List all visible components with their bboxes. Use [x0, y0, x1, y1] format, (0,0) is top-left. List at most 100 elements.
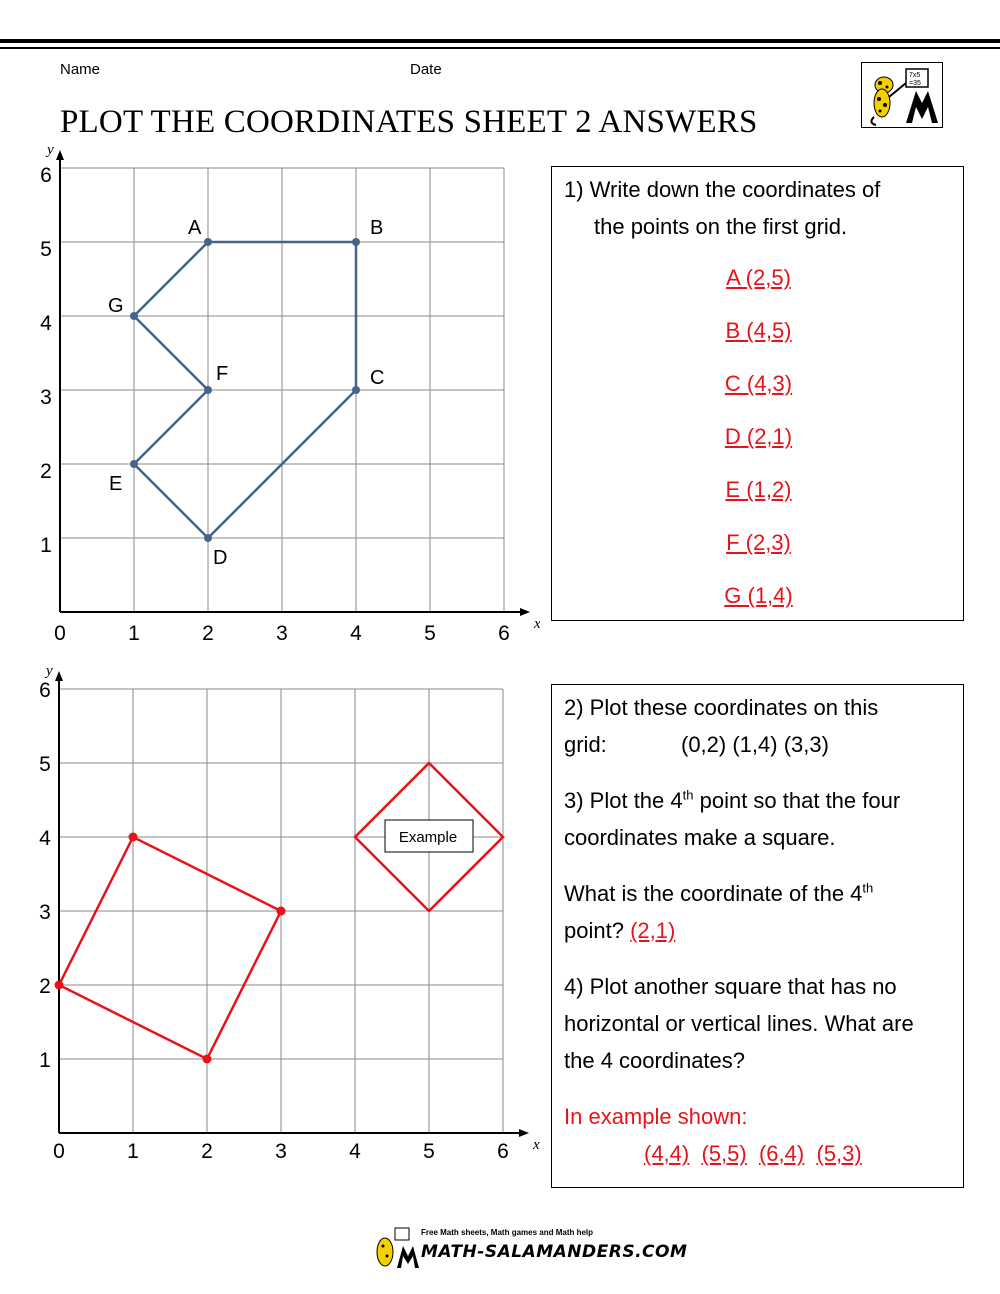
x-tick-label: 1: [127, 1140, 139, 1163]
y-tick-label: 1: [40, 534, 52, 557]
x-tick-label: 4: [349, 1140, 361, 1163]
q3-line2: coordinates make a square.: [564, 825, 836, 850]
question-1-box: 1) Write down the coordinates of the poi…: [551, 166, 964, 621]
q4-line2: horizontal or vertical lines. What are: [564, 1011, 914, 1036]
y-tick-label: 2: [39, 975, 51, 998]
x-tick-label: 2: [201, 1140, 213, 1163]
point-label-e: E: [109, 473, 122, 495]
y-tick-label: 1: [39, 1049, 51, 1072]
answer-d: D (2,1): [724, 424, 793, 449]
answer-c: C (4,3): [724, 371, 793, 396]
x-tick-label: 1: [128, 622, 140, 645]
answer-square: [57, 835, 283, 1061]
q4-line3: the 4 coordinates?: [564, 1048, 746, 1073]
x-axis-arrow: [520, 608, 530, 616]
q2-line1: 2) Plot these coordinates on this: [564, 695, 879, 720]
q1-line2: the points on the first grid.: [594, 214, 848, 239]
answer-square-point: [128, 832, 138, 842]
y-tick-label: 4: [39, 827, 51, 850]
example-answer-3: (6,4): [758, 1141, 805, 1166]
coordinate-grid-1: x y 0 1 2 3 4 5 6 1 2 3 4 5 6 A B C D E F G: [40, 142, 540, 645]
point-label-g: G: [108, 295, 124, 317]
date-label: Date: [410, 61, 442, 78]
q4-example-intro: In example shown:: [564, 1104, 748, 1129]
x-axis-arrow: [519, 1129, 529, 1137]
point-f: [204, 386, 212, 394]
answer-square-point: [54, 980, 64, 990]
x-tick-label: 2: [202, 622, 214, 645]
questions-2-4-box: 2) Plot these coordinates on this grid: …: [551, 684, 964, 1188]
x-tick-label: 6: [497, 1140, 509, 1163]
x-tick-label: 6: [498, 622, 510, 645]
x-tick-label: 4: [350, 622, 362, 645]
x-tick-label: 0: [54, 622, 66, 645]
example-answer-1: (4,4): [644, 1141, 690, 1166]
q3-line4: point? (2,1): [564, 912, 675, 949]
svg-text:7x5: 7x5: [909, 72, 920, 79]
q3-line1-start: 3) Plot the 4: [564, 788, 683, 813]
page-title: PLOT THE COORDINATES SHEET 2 ANSWERS: [60, 104, 758, 140]
example-label: Example: [399, 829, 457, 846]
q4-line1: 4) Plot another square that has no: [564, 974, 897, 999]
point-label-b: B: [370, 217, 383, 239]
answer-g: G (1,4): [724, 583, 793, 608]
x-axis-label: x: [533, 616, 540, 632]
answer-a: A (2,5): [726, 265, 791, 290]
point-c: [352, 386, 360, 394]
x-tick-label: 0: [53, 1140, 65, 1163]
y-tick-label: 4: [40, 312, 52, 335]
top-rule-thin: [0, 47, 1000, 49]
x-axis-label: x: [532, 1137, 540, 1153]
point-e: [130, 460, 138, 468]
answer-b: B (4,5): [725, 318, 792, 343]
q3-answer: (2,1): [630, 918, 676, 943]
q3-line1-end: point so that the four: [693, 788, 901, 813]
q3-sup-2: th: [862, 880, 874, 896]
example-answer-2: (5,5): [701, 1141, 747, 1166]
y-tick-label: 3: [40, 386, 52, 409]
q1-line1: 1) Write down the coordinates of: [564, 177, 881, 202]
x-tick-label: 5: [424, 622, 436, 645]
y-axis-arrow: [55, 671, 63, 681]
point-label-f: F: [216, 363, 228, 385]
answer-e: E (1,2): [725, 477, 792, 502]
footer-logo: Free Math sheets, Math games and Math he…: [373, 1226, 687, 1270]
q3-sup-1: th: [682, 787, 694, 803]
y-tick-label: 5: [39, 753, 51, 776]
x-tick-label: 3: [275, 1140, 287, 1163]
y-tick-label: 3: [39, 901, 51, 924]
name-label: Name: [60, 61, 101, 78]
shape-outline: [132, 240, 358, 540]
answer-square-point: [276, 906, 286, 916]
y-tick-label: 6: [40, 164, 52, 187]
example-answer-4: (5,3): [816, 1141, 862, 1166]
y-axis-arrow: [56, 150, 64, 160]
point-label-a: A: [188, 217, 202, 239]
point-b: [352, 238, 360, 246]
q3-line3-text: What is the coordinate of the 4: [564, 881, 863, 906]
point-a: [204, 238, 212, 246]
q3-point-label: point?: [564, 918, 624, 943]
top-rule-thick: [0, 39, 1000, 43]
footer-tagline: Free Math sheets, Math games and Math he…: [421, 1228, 594, 1237]
point-g: [130, 312, 138, 320]
y-tick-label: 5: [40, 238, 52, 261]
example-square: [353, 761, 505, 913]
footer-site: MATH-SALAMANDERS.COM: [421, 1242, 688, 1262]
x-tick-label: 3: [276, 622, 288, 645]
q2-line2-label: grid:: [564, 732, 607, 757]
salamander-logo: 7x5 =35: [861, 62, 943, 128]
y-tick-label: 2: [40, 460, 52, 483]
y-axis-label: y: [44, 663, 53, 679]
q3-line3: What is the coordinate of the 4th: [564, 875, 873, 912]
example-label-box: [384, 819, 474, 853]
q3-line1: 3) Plot the 4th point so that the four: [564, 782, 900, 819]
answer-square-point: [202, 1054, 212, 1064]
svg-text:=35: =35: [909, 80, 921, 87]
q2-coordinates: (0,2) (1,4) (3,3): [681, 732, 829, 757]
point-label-d: D: [213, 547, 227, 569]
y-tick-label: 6: [39, 679, 51, 702]
point-d: [204, 534, 212, 542]
point-label-c: C: [370, 367, 384, 389]
x-tick-label: 5: [423, 1140, 435, 1163]
